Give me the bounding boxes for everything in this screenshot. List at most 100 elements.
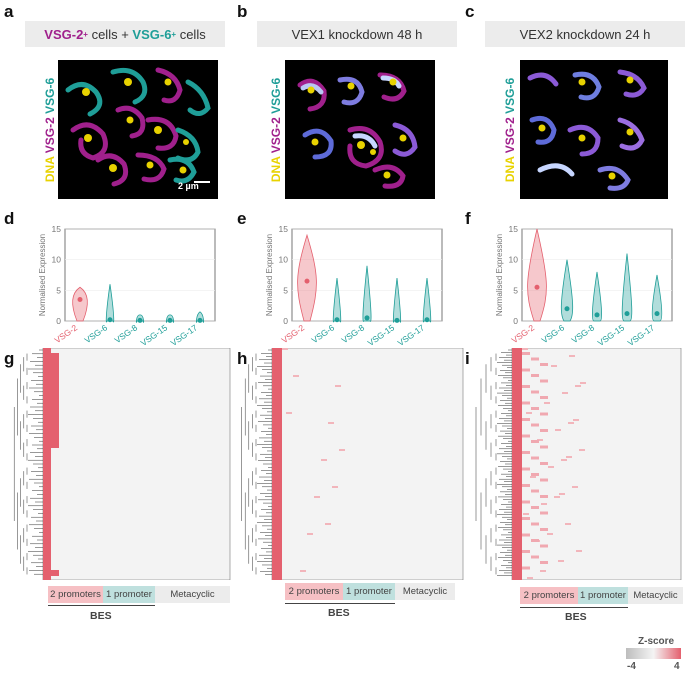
x-tick-label: VSG-15 bbox=[139, 322, 170, 345]
heatmap-cell bbox=[531, 407, 539, 410]
panel-label-g: g bbox=[4, 349, 15, 368]
panel-label-c: c bbox=[465, 2, 475, 21]
heatmap-cell bbox=[527, 577, 533, 579]
median-point bbox=[197, 317, 203, 323]
heatmap-cell bbox=[540, 379, 548, 383]
panel-label-f: f bbox=[465, 209, 471, 228]
legend-metacyclic-h: Metacyclic bbox=[395, 583, 455, 600]
y-tick-label: 5 bbox=[56, 285, 61, 295]
heatmap-cell bbox=[522, 434, 530, 438]
y-tick-label: 0 bbox=[56, 316, 61, 326]
heatmap-cell bbox=[339, 449, 345, 451]
legend-2-promoters-h: 2 promoters bbox=[285, 583, 343, 600]
legend-metacyclic-i: Metacyclic bbox=[628, 587, 683, 604]
heatmap-cell bbox=[522, 517, 530, 520]
micrograph-a-cells bbox=[65, 67, 211, 187]
x-tick-label: VSG-6 bbox=[540, 322, 567, 345]
y-tick-label: 5 bbox=[283, 285, 288, 295]
heatmap-cell bbox=[540, 412, 548, 416]
violin-chart-d: 0 5 10 15 Normalised Expression VSG-2 VSG-6 VSG… bbox=[35, 224, 223, 348]
heatmap-cell bbox=[531, 374, 539, 377]
heatmap-cell bbox=[566, 456, 572, 458]
median-point bbox=[534, 284, 540, 290]
heatmap-cell bbox=[530, 476, 536, 478]
heatmap-cell bbox=[531, 522, 539, 526]
median-point bbox=[624, 311, 630, 317]
heatmap-cell bbox=[522, 500, 530, 504]
heatmap-cell bbox=[531, 456, 539, 460]
median-point bbox=[394, 317, 400, 323]
y-axis-label: Normalised Expression bbox=[495, 234, 504, 316]
median-point bbox=[594, 312, 600, 318]
bes-line-g bbox=[48, 605, 155, 606]
heatmap-cell bbox=[573, 419, 579, 421]
banner-a-vsg2: VSG-2 bbox=[44, 26, 84, 42]
violin-shape bbox=[560, 259, 574, 322]
banner-a-end: cells bbox=[176, 26, 206, 42]
heatmap-cell bbox=[522, 550, 530, 553]
scale-bar-label: 2 µm bbox=[178, 181, 199, 191]
heatmap-cell bbox=[540, 544, 548, 548]
zscore-min: -4 bbox=[627, 661, 636, 672]
heatmap-h bbox=[232, 347, 465, 581]
heatmap-cell bbox=[335, 385, 341, 387]
heatmap-cell bbox=[522, 418, 530, 421]
bes-line-h bbox=[285, 603, 395, 604]
violin-shape bbox=[651, 274, 663, 322]
median-point bbox=[137, 317, 143, 323]
heatmap-cell bbox=[522, 401, 530, 405]
heatmap-cell bbox=[522, 385, 530, 388]
zscore-gradient bbox=[626, 648, 681, 659]
x-tick-label: VSG-8 bbox=[113, 322, 140, 345]
heatmap-cell bbox=[526, 412, 532, 414]
heatmap-cell bbox=[300, 570, 306, 572]
heatmap-cell bbox=[531, 539, 539, 542]
heatmap-cell bbox=[282, 348, 288, 350]
x-tick-label: VSG-17 bbox=[626, 322, 657, 345]
heatmap-cell bbox=[537, 439, 543, 441]
plot-frame bbox=[521, 228, 673, 322]
heatmap-cell bbox=[544, 402, 550, 404]
micro-label-a: DNA VSG-2 VSG-6 bbox=[43, 78, 57, 182]
heatmap-cell bbox=[531, 357, 539, 361]
heatmap-cell bbox=[523, 513, 529, 515]
heatmap-cell bbox=[321, 459, 327, 461]
heatmap-cell bbox=[540, 511, 548, 515]
vsg2-label: VSG-2 bbox=[503, 117, 517, 154]
x-tick-label: VSG-15 bbox=[596, 322, 627, 345]
heatmap-cell bbox=[555, 429, 561, 431]
heatmap-cell bbox=[522, 566, 530, 570]
micrograph-c-cells bbox=[527, 69, 647, 191]
vsg6-label: VSG-6 bbox=[503, 77, 517, 114]
panel-label-b: b bbox=[237, 2, 248, 21]
heatmap-cell bbox=[522, 533, 530, 537]
violin-chart-f: 0 5 10 15 Normalised Expression VSG-2 VSG-6 VSG… bbox=[492, 224, 680, 348]
y-tick-label: 10 bbox=[279, 255, 289, 265]
heatmap-cell bbox=[569, 355, 575, 357]
panel-label-a: a bbox=[4, 2, 14, 21]
bes-label-g: BES bbox=[90, 610, 112, 622]
plot-frame bbox=[64, 228, 216, 322]
y-tick-label: 15 bbox=[509, 225, 519, 234]
heatmap-cell bbox=[548, 466, 554, 468]
micrograph-a: 2 µm bbox=[58, 60, 218, 199]
heatmap-cell bbox=[561, 459, 567, 461]
median-point bbox=[654, 311, 660, 317]
scale-bar bbox=[194, 181, 210, 183]
violin-chart-e: 0 5 10 15 Normalised Expression VSG-2 VSG-6 VSG… bbox=[262, 224, 450, 348]
median-point bbox=[107, 317, 113, 323]
zscore-max: 4 bbox=[674, 661, 680, 672]
heatmap-cell bbox=[565, 523, 571, 525]
median-point bbox=[564, 306, 570, 312]
vsg6-label: VSG-6 bbox=[43, 77, 57, 114]
heatmap-svg-i bbox=[475, 347, 682, 581]
x-tick-label: VSG-8 bbox=[340, 322, 367, 345]
x-tick-label: VSG-17 bbox=[396, 322, 427, 345]
heatmap-svg-g bbox=[13, 347, 231, 581]
y-tick-label: 5 bbox=[513, 285, 518, 295]
y-tick-label: 15 bbox=[279, 225, 289, 234]
heatmap-svg-h bbox=[241, 347, 464, 581]
legend-1-promoter-h: 1 promoter bbox=[343, 583, 395, 600]
heatmap-cell bbox=[568, 422, 574, 424]
